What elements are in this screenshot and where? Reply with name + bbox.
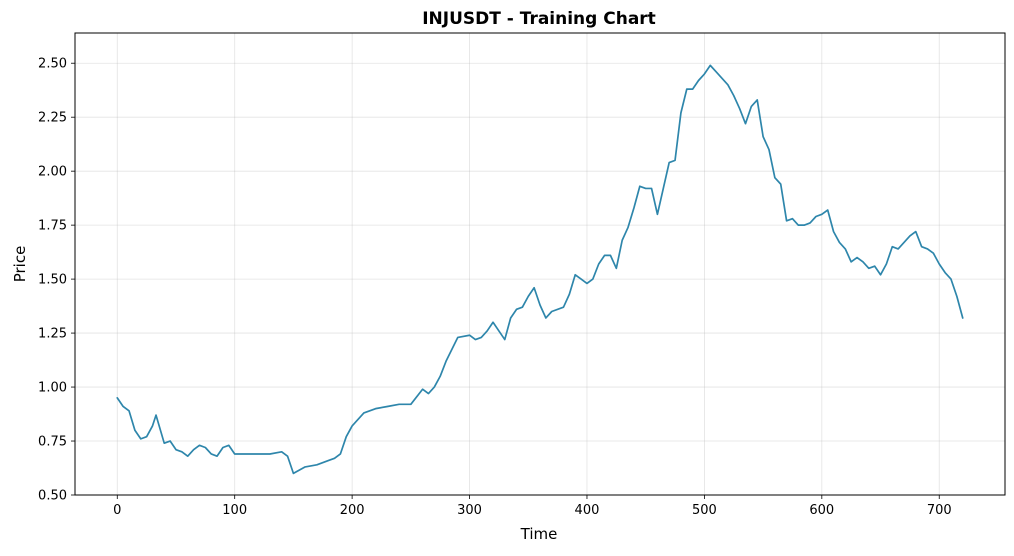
y-tick-label: 1.50 — [38, 273, 67, 288]
x-tick-label: 0 — [113, 503, 121, 518]
plot-frame — [74, 32, 1006, 496]
y-tick-label: 1.00 — [38, 381, 67, 396]
x-tick-label: 300 — [457, 503, 482, 518]
x-tick-label: 400 — [575, 503, 600, 518]
x-axis-label: Time — [520, 525, 558, 543]
x-tick-label: 200 — [340, 503, 365, 518]
y-axis-ticks: 0.50 0.75 1.00 1.25 1.50 1.75 2.00 2.25 2.50 — [38, 57, 75, 504]
y-tick-label: 2.25 — [38, 111, 67, 126]
y-tick-label: 0.75 — [38, 435, 67, 450]
x-axis-ticks: 0 100 200 300 400 500 600 700 — [113, 495, 952, 518]
y-tick-label: 2.50 — [38, 57, 67, 72]
x-tick-label: 500 — [692, 503, 717, 518]
series-layer — [116, 64, 964, 475]
chart-title: INJUSDT - Training Chart — [422, 9, 656, 29]
y-tick-label: 1.75 — [38, 219, 67, 234]
price-series-line — [116, 64, 964, 475]
x-tick-label: 700 — [927, 503, 952, 518]
y-axis-label: Price — [11, 246, 29, 283]
x-tick-label: 100 — [222, 503, 247, 518]
grid-lines — [75, 33, 1005, 496]
x-tick-label: 600 — [809, 503, 834, 518]
y-tick-label: 2.00 — [38, 165, 67, 180]
y-tick-label: 0.50 — [38, 489, 67, 504]
y-tick-label: 1.25 — [38, 327, 67, 342]
